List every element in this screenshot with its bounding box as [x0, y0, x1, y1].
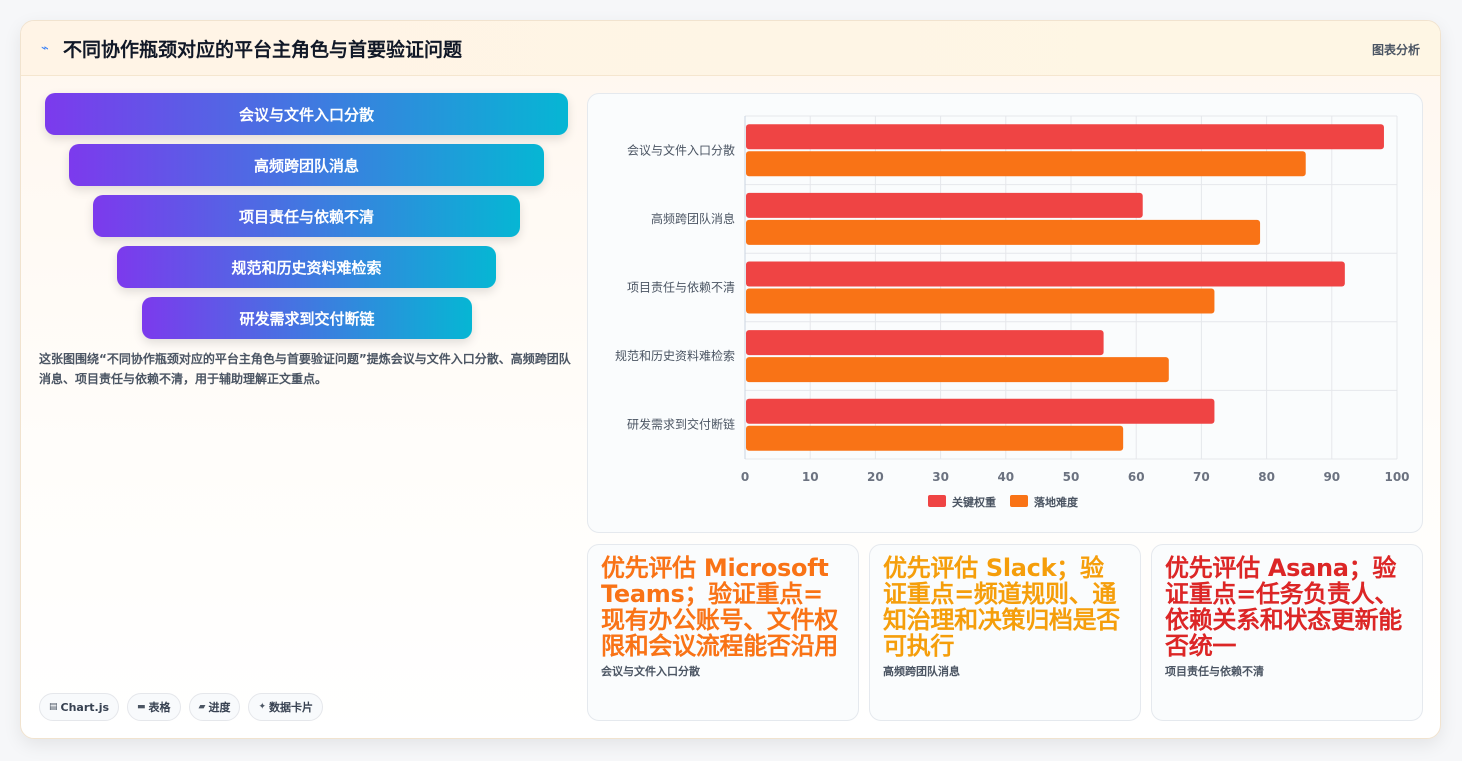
trend-icon: ⌁: [41, 41, 49, 56]
x-tick-label: 90: [1323, 470, 1340, 484]
bar-chart-panel: 0 10 20 30 40 50 60 70 80 90 100 会议与文件入口分散高频跨团队消息项目…: [587, 93, 1423, 533]
chart-description: 这张图围绕“不同协作瓶颈对应的平台主角色与首要验证问题”提炼会议与文件入口分散、…: [39, 352, 571, 386]
legend-swatch: [1010, 495, 1028, 507]
bar: [746, 425, 1124, 451]
chip-label: 进度: [208, 701, 231, 714]
bar: [746, 124, 1384, 150]
stat-title: 优先评估 Slack；验证重点=频道规则、通知治理和决策归档是否可执行: [883, 554, 1120, 660]
y-tick-label: 项目责任与依赖不清: [627, 280, 735, 295]
chip-progress[interactable]: ▰ 进度: [188, 693, 241, 721]
table-icon: ▬: [137, 702, 146, 712]
progress-icon: ▰: [198, 702, 206, 712]
page-title: 不同协作瓶颈对应的平台主角色与首要验证问题: [63, 39, 463, 61]
funnel-item-3: 项目责任与依赖不清: [93, 195, 520, 237]
stat-card-asana: 优先评估 Asana；验证重点=任务负责人、依赖关系和状态更新能否统一 项目责任…: [1151, 544, 1423, 721]
legend-label: 落地难度: [1034, 495, 1079, 509]
stat-subtitle: 高频跨团队消息: [883, 665, 960, 678]
x-tick-label: 20: [867, 470, 884, 484]
chip-chartjs[interactable]: ▤ Chart.js: [39, 693, 120, 721]
card-header: ⌁ 不同协作瓶颈对应的平台主角色与首要验证问题 图表分析: [21, 21, 1440, 76]
x-tick-label: 80: [1258, 470, 1275, 484]
chart-analysis-tag: 图表分析: [1371, 43, 1420, 57]
chip-label: 表格: [148, 701, 171, 714]
stat-title: 优先评估 Microsoft Teams；验证重点=现有办公账号、文件权限和会议…: [601, 554, 838, 660]
y-tick-label: 会议与文件入口分散: [627, 142, 735, 157]
bar: [746, 192, 1143, 218]
bar: [746, 261, 1345, 287]
bar: [746, 151, 1306, 177]
funnel-item-1: 会议与文件入口分散: [45, 93, 568, 135]
x-tick-label: 100: [1384, 470, 1409, 484]
bar: [746, 288, 1215, 314]
x-tick-label: 0: [741, 470, 749, 484]
stat-card-slack: 优先评估 Slack；验证重点=频道规则、通知治理和决策归档是否可执行 高频跨团…: [869, 544, 1141, 721]
stat-subtitle: 项目责任与依赖不清: [1165, 665, 1264, 678]
bar: [746, 219, 1261, 245]
x-tick-label: 50: [1063, 470, 1080, 484]
bar-chart: 0 10 20 30 40 50 60 70 80 90 100 会议与文件入口分散高频跨团队消息项目…: [615, 115, 1410, 509]
bar: [746, 357, 1169, 383]
chip-label: Chart.js: [60, 700, 110, 714]
stat-subtitle: 会议与文件入口分散: [601, 665, 700, 678]
chip-data-card[interactable]: ✦ 数据卡片: [248, 693, 324, 721]
chip-row: ▤ Chart.js ▬ 表格 ▰ 进度 ✦ 数据卡片: [39, 693, 324, 721]
y-tick-label: 高频跨团队消息: [651, 211, 735, 226]
y-tick-label: 规范和历史资料难检索: [615, 348, 735, 363]
bar: [746, 330, 1104, 356]
x-tick-label: 40: [997, 470, 1014, 484]
chip-table[interactable]: ▬ 表格: [127, 693, 181, 721]
x-tick-label: 30: [932, 470, 949, 484]
analysis-card: ⌁ 不同协作瓶颈对应的平台主角色与首要验证问题 图表分析 会议与文件入口分散 高…: [20, 20, 1441, 739]
stat-card-teams: 优先评估 Microsoft Teams；验证重点=现有办公账号、文件权限和会议…: [587, 544, 859, 721]
chip-label: 数据卡片: [269, 701, 314, 714]
sparkle-icon: ✦: [258, 702, 267, 712]
legend-label: 关键权重: [952, 495, 996, 509]
bar: [746, 398, 1215, 424]
funnel-item-2: 高频跨团队消息: [69, 144, 544, 186]
x-tick-label: 70: [1193, 470, 1210, 484]
legend-swatch: [928, 495, 946, 507]
stat-title: 优先评估 Asana；验证重点=任务负责人、依赖关系和状态更新能否统一: [1165, 554, 1402, 660]
x-tick-label: 10: [802, 470, 819, 484]
x-tick-label: 60: [1128, 470, 1145, 484]
funnel-item-4: 规范和历史资料难检索: [117, 246, 496, 288]
chart-icon: ▤: [49, 702, 58, 712]
y-tick-label: 研发需求到交付断链: [627, 417, 735, 432]
funnel-item-5: 研发需求到交付断链: [142, 297, 472, 339]
